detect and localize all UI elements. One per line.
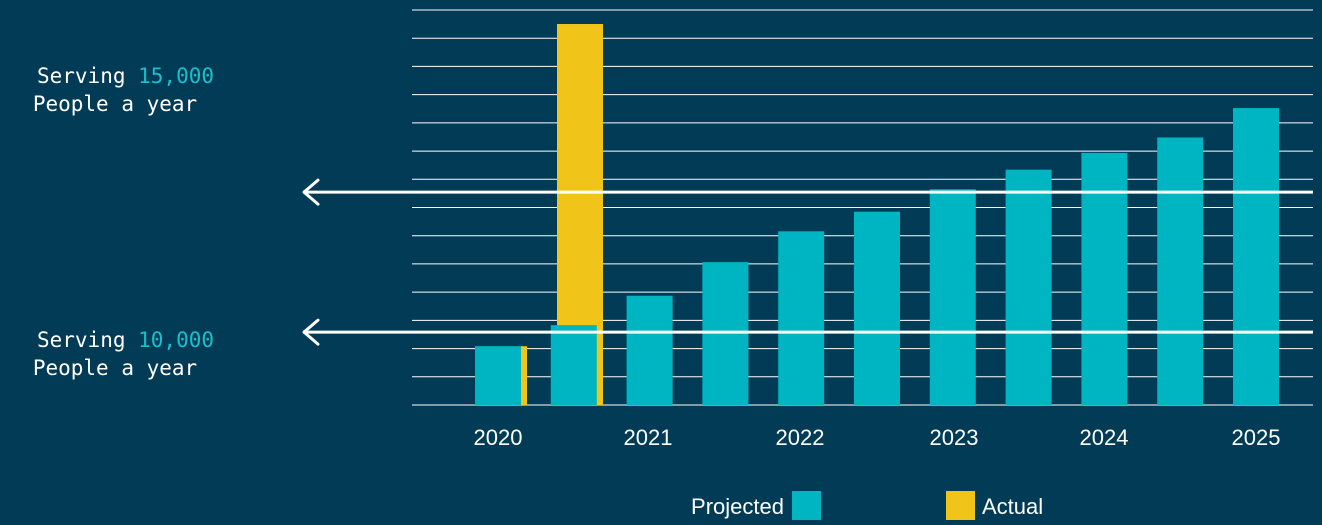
projected-bar (854, 211, 900, 405)
callout-number: 10,000 (138, 328, 214, 352)
x-tick-label: 2024 (1080, 425, 1129, 450)
projected-bar (550, 325, 597, 405)
callout-number: 15,000 (138, 64, 214, 88)
projected-bar (475, 346, 521, 405)
callout-line2: People a year (32, 92, 198, 116)
x-tick-label: 2020 (474, 425, 523, 450)
projected-bar (1081, 152, 1128, 405)
actual-bar (521, 346, 527, 405)
projected-bar (929, 189, 976, 405)
projected-bar (1157, 137, 1204, 405)
callout-15000: Serving 15,000 People a year (0, 62, 214, 118)
arrow-head-icon (302, 318, 320, 346)
callout-prefix: Serving (36, 64, 139, 88)
projected-bar (1005, 169, 1052, 405)
reference-lines (302, 178, 1313, 346)
legend-label-actual: Actual (982, 494, 1043, 519)
bars (475, 24, 1279, 406)
legend-label-projected: Projected (691, 494, 784, 519)
projected-bar (1233, 108, 1279, 405)
x-tick-label: 2025 (1232, 425, 1281, 450)
x-tick-label: 2022 (776, 425, 825, 450)
callout-prefix: Serving (36, 328, 139, 352)
projected-bar (778, 231, 825, 405)
arrow-head-icon (302, 178, 320, 206)
x-tick-label: 2023 (930, 425, 979, 450)
legend: Projected Actual (691, 491, 1043, 520)
legend-swatch-actual (946, 491, 975, 520)
projected-bar (626, 295, 673, 405)
x-tick-label: 2021 (624, 425, 673, 450)
callout-10000: Serving 10,000 People a year (0, 326, 214, 382)
legend-swatch-projected (792, 491, 821, 520)
callout-line2: People a year (32, 356, 198, 380)
x-axis-ticks: 2020 2021 2022 2023 2024 2025 (474, 425, 1281, 450)
